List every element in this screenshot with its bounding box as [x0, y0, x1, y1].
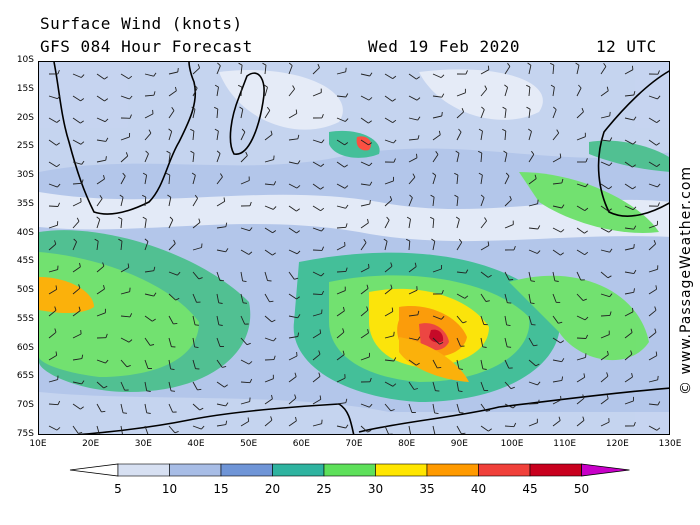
madagascar-icon	[229, 72, 265, 155]
lat-label: 55S	[16, 313, 34, 324]
colorbar-tick-label: 15	[213, 482, 229, 496]
colorbar-segment	[529, 463, 582, 477]
lat-label: 50S	[16, 285, 34, 296]
lon-label: 60E	[292, 439, 310, 449]
wind-barbs-icon	[48, 62, 661, 434]
lat-label: 40S	[16, 227, 34, 238]
colorbar-tick-label: 35	[419, 482, 435, 496]
lat-label: 30S	[16, 170, 34, 181]
colorbar-segment	[272, 463, 325, 477]
lat-label: 65S	[16, 371, 34, 382]
africa-coast-icon	[53, 62, 197, 215]
colorbar-tick-label: 5	[114, 482, 122, 496]
lon-label: 80E	[398, 439, 416, 449]
colorbar-tick-label: 20	[264, 482, 281, 496]
lat-label: 35S	[16, 198, 34, 209]
lon-label: 90E	[450, 439, 468, 449]
colorbar-segment	[375, 463, 428, 477]
lon-label: 40E	[187, 439, 205, 449]
wind-speed-shading	[39, 62, 669, 434]
map-title: Surface Wind (knots)	[40, 14, 243, 33]
lon-label: 70E	[345, 439, 363, 449]
colorbar-max-arrow	[581, 463, 630, 477]
forecast-date: Wed 19 Feb 2020	[368, 37, 520, 56]
wind-map	[38, 61, 670, 435]
lat-label: 70S	[16, 400, 34, 411]
colorbar-segment	[220, 463, 273, 477]
lon-label: 50E	[240, 439, 258, 449]
lat-label: 10S	[16, 55, 34, 65]
colorbar-tick-label: 50	[573, 482, 590, 496]
lat-label: 45S	[16, 256, 34, 267]
antarctica-coast-icon	[77, 387, 669, 434]
colorbar-tick-label: 45	[522, 482, 538, 496]
colorbar-tick-label: 30	[367, 482, 384, 496]
lon-label: 20E	[82, 439, 100, 449]
forecast-label: GFS 084 Hour Forecast	[40, 37, 253, 56]
lon-label: 110E	[553, 439, 577, 449]
wind-speed-colorbar	[69, 463, 630, 477]
lon-label: 120E	[605, 439, 629, 449]
colorbar-segment	[169, 463, 222, 477]
colorbar-segment	[426, 463, 479, 477]
forecast-time: 12 UTC	[596, 37, 657, 56]
colorbar-segment	[117, 463, 170, 477]
lon-label: 100E	[500, 439, 524, 449]
lat-label: 25S	[16, 141, 34, 152]
colorbar-tick-label: 40	[470, 482, 487, 496]
lon-label: 30E	[134, 439, 152, 449]
coastlines	[53, 62, 669, 434]
colorbar-tick-label: 25	[316, 482, 332, 496]
lat-label: 15S	[16, 83, 34, 94]
lat-label: 60S	[16, 342, 34, 353]
lon-label: 130E	[658, 439, 682, 449]
australia-coast-icon	[597, 70, 669, 217]
colorbar-segment	[478, 463, 531, 477]
colorbar-min-arrow	[69, 463, 119, 477]
lat-label: 75S	[16, 429, 34, 439]
colorbar-segment	[323, 463, 376, 477]
colorbar-tick-label: 10	[161, 482, 178, 496]
lon-label: 10E	[29, 439, 47, 449]
lat-label: 20S	[16, 112, 34, 123]
credit-watermark: © www.PassageWeather.com	[678, 165, 694, 395]
